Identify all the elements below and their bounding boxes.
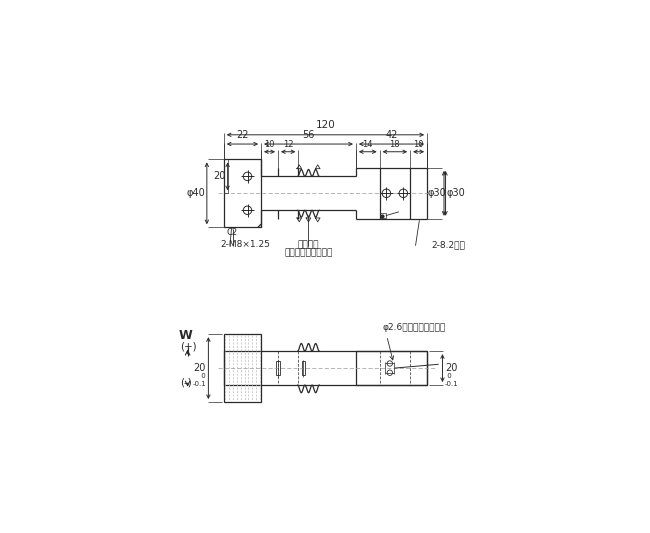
Text: 10: 10: [413, 140, 424, 149]
Text: 20: 20: [445, 363, 457, 373]
Text: 42: 42: [385, 130, 398, 140]
Text: （ネオプレンゴム）: （ネオプレンゴム）: [284, 248, 333, 257]
Text: 0
-0.1: 0 -0.1: [445, 374, 458, 386]
Text: 2-8.2キリ: 2-8.2キリ: [431, 240, 465, 249]
Bar: [380, 213, 386, 218]
Text: 22: 22: [236, 130, 249, 140]
Text: 2-M8×1.25: 2-M8×1.25: [220, 240, 270, 249]
Text: 20: 20: [214, 172, 226, 181]
Text: 18: 18: [389, 140, 400, 149]
Text: φ40: φ40: [187, 188, 205, 198]
Text: 10: 10: [265, 140, 275, 149]
Text: W: W: [178, 329, 192, 342]
Text: ベローズ: ベローズ: [298, 240, 319, 249]
Text: φ30: φ30: [428, 188, 447, 198]
Text: 20: 20: [194, 363, 206, 373]
Text: φ30: φ30: [447, 188, 465, 198]
Bar: [356, 351, 427, 385]
Bar: [276, 361, 280, 375]
Bar: [302, 361, 305, 375]
Text: 0
-0.1: 0 -0.1: [192, 374, 206, 386]
Text: φ2.6テフロンケーブル: φ2.6テフロンケーブル: [383, 322, 446, 332]
Text: (+): (+): [180, 342, 196, 352]
Bar: [224, 351, 427, 385]
Bar: [224, 159, 261, 227]
Text: C2: C2: [226, 228, 237, 237]
Text: 56: 56: [302, 130, 315, 140]
Text: 12: 12: [283, 140, 293, 149]
Text: (-): (-): [180, 377, 192, 387]
Text: 120: 120: [315, 120, 335, 130]
Text: 14: 14: [363, 140, 373, 149]
Bar: [224, 334, 261, 402]
